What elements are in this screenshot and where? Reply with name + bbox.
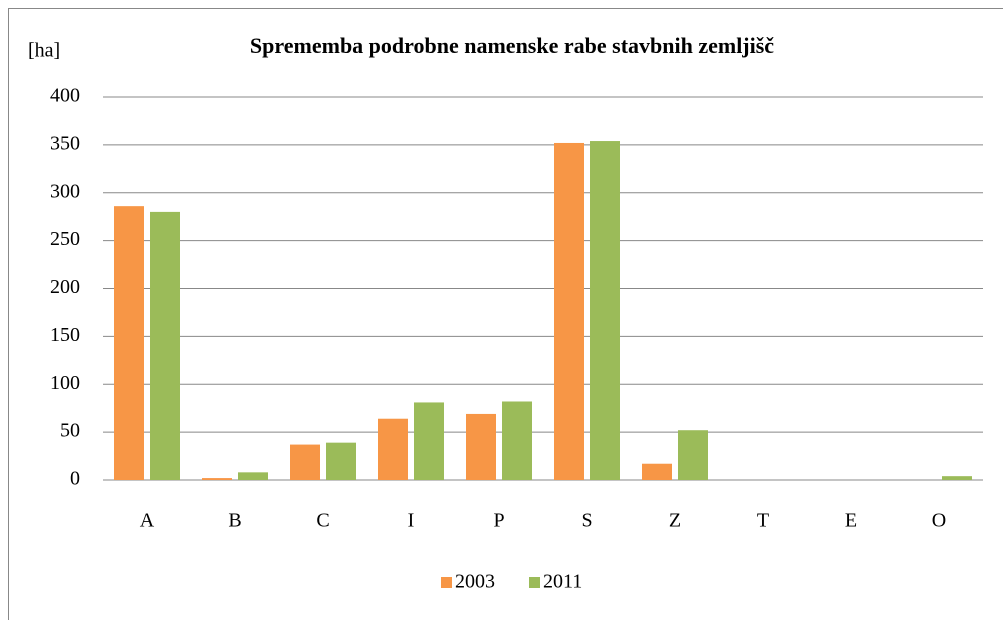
y-tick-label: 200: [50, 276, 80, 298]
bar: [326, 442, 356, 480]
chart-border: [8, 8, 1003, 620]
bar: [554, 142, 584, 480]
y-tick-label: 350: [50, 132, 80, 154]
bar: [942, 476, 972, 480]
bar: [414, 402, 444, 480]
bar: [502, 401, 532, 480]
y-tick-label: 150: [50, 324, 80, 346]
legend-label: 2011: [543, 571, 582, 593]
bar: [590, 141, 620, 481]
bar: [202, 478, 232, 480]
x-tick-label: Z: [669, 510, 681, 532]
bar: [114, 206, 144, 480]
bar: [642, 463, 672, 480]
y-tick-label: 100: [50, 372, 80, 394]
x-tick-label: B: [228, 510, 241, 532]
x-tick-label: I: [408, 510, 415, 532]
x-tick-label: P: [493, 510, 504, 532]
legend-label: 2003: [455, 571, 495, 593]
y-axis-label: [ha]: [28, 40, 60, 62]
y-tick-label: 250: [50, 228, 80, 250]
y-tick-label: 0: [70, 468, 80, 490]
legend-swatch: [441, 577, 452, 588]
y-tick-label: 50: [60, 420, 80, 442]
y-tick-label: 400: [50, 85, 80, 107]
x-tick-label: S: [581, 510, 592, 532]
legend-swatch: [529, 577, 540, 588]
x-tick-label: A: [140, 510, 155, 532]
bar: [466, 413, 496, 480]
bar: [678, 430, 708, 480]
x-tick-label: T: [757, 510, 769, 532]
x-tick-label: C: [316, 510, 329, 532]
x-tick-label: O: [932, 510, 946, 532]
bar: [150, 211, 180, 480]
bar: [290, 444, 320, 480]
chart-title: Sprememba podrobne namenske rabe stavbni…: [250, 33, 774, 58]
y-tick-label: 300: [50, 180, 80, 202]
x-tick-label: E: [845, 510, 857, 532]
bar: [378, 418, 408, 480]
bar: [238, 472, 268, 480]
